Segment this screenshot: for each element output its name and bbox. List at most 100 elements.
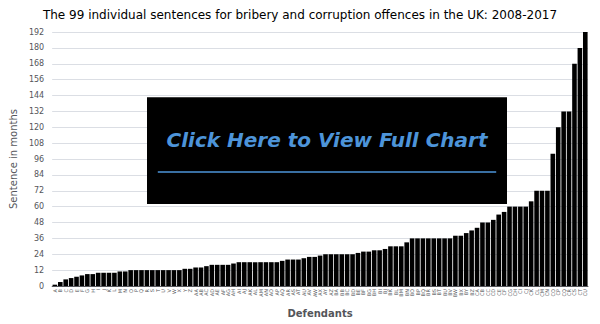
svg-text:BN: BN xyxy=(403,289,410,297)
svg-text:BA: BA xyxy=(333,289,340,296)
svg-text:60: 60 xyxy=(34,202,44,211)
svg-text:AG: AG xyxy=(225,289,232,297)
svg-text:CM: CM xyxy=(539,289,545,297)
svg-text:BS: BS xyxy=(430,289,437,296)
svg-text:AM: AM xyxy=(257,289,264,297)
svg-text:AE: AE xyxy=(214,289,221,296)
svg-text:BM: BM xyxy=(398,289,405,297)
svg-text:AU: AU xyxy=(300,289,307,297)
svg-text:CF: CF xyxy=(501,289,508,296)
svg-text:CO: CO xyxy=(549,289,556,297)
svg-text:AZ: AZ xyxy=(327,289,334,296)
svg-text:BZ: BZ xyxy=(468,289,475,296)
svg-text:BP: BP xyxy=(414,289,421,296)
svg-text:A: A xyxy=(51,289,58,293)
svg-text:AC: AC xyxy=(203,289,210,296)
svg-text:BT: BT xyxy=(436,289,443,296)
svg-text:AD: AD xyxy=(208,289,215,297)
svg-text:132: 132 xyxy=(29,107,44,116)
svg-text:AV: AV xyxy=(306,289,313,296)
svg-text:AH: AH xyxy=(230,289,237,297)
svg-text:AN: AN xyxy=(263,289,269,297)
svg-text:BC: BC xyxy=(344,289,351,296)
svg-text:AX: AX xyxy=(317,289,324,296)
svg-text:AB: AB xyxy=(198,289,204,296)
svg-text:CB: CB xyxy=(479,289,486,296)
svg-text:Defendants: Defendants xyxy=(288,308,353,319)
svg-text:AK: AK xyxy=(246,289,253,296)
svg-text:AA: AA xyxy=(192,289,199,296)
svg-text:D: D xyxy=(68,289,75,293)
svg-text:BU: BU xyxy=(441,289,448,297)
svg-text:BF: BF xyxy=(360,289,367,296)
svg-text:AT: AT xyxy=(295,289,302,296)
svg-text:BH: BH xyxy=(371,289,378,297)
svg-text:CD: CD xyxy=(490,289,497,297)
svg-text:BL: BL xyxy=(392,289,399,296)
svg-text:BB: BB xyxy=(338,289,345,296)
svg-text:CN: CN xyxy=(544,289,551,297)
svg-text:CI: CI xyxy=(517,289,524,294)
svg-text:BK: BK xyxy=(387,289,394,296)
svg-text:The 99 individual sentences fo: The 99 individual sentences for bribery … xyxy=(42,8,557,22)
svg-text:36: 36 xyxy=(34,234,44,243)
svg-text:BV: BV xyxy=(447,289,453,296)
svg-text:156: 156 xyxy=(29,75,44,84)
svg-text:CU: CU xyxy=(582,289,588,296)
svg-text:C: C xyxy=(62,289,69,293)
svg-text:CJ: CJ xyxy=(522,289,529,294)
svg-text:168: 168 xyxy=(29,59,44,68)
svg-text:CC: CC xyxy=(484,289,491,296)
svg-text:CL: CL xyxy=(533,289,540,296)
svg-text:0: 0 xyxy=(39,282,44,291)
svg-text:CP: CP xyxy=(555,289,562,296)
svg-text:AR: AR xyxy=(284,289,291,296)
svg-text:CE: CE xyxy=(495,289,502,296)
svg-text:CH: CH xyxy=(511,289,518,297)
svg-text:108: 108 xyxy=(29,139,44,148)
svg-text:AJ: AJ xyxy=(241,289,248,294)
svg-text:AW: AW xyxy=(311,289,318,298)
svg-text:AS: AS xyxy=(290,289,296,296)
svg-text:W: W xyxy=(170,289,177,294)
svg-text:48: 48 xyxy=(34,218,44,227)
svg-text:BE: BE xyxy=(355,289,361,296)
svg-text:Sentence in months: Sentence in months xyxy=(8,109,19,209)
svg-text:BW: BW xyxy=(452,289,459,298)
svg-text:B: B xyxy=(57,289,64,293)
svg-text:AI: AI xyxy=(235,289,242,294)
svg-text:CR: CR xyxy=(566,289,573,296)
svg-text:180: 180 xyxy=(29,43,44,52)
svg-text:120: 120 xyxy=(29,123,44,132)
svg-text:24: 24 xyxy=(34,250,44,259)
svg-text:BR: BR xyxy=(425,289,432,296)
svg-text:CG: CG xyxy=(506,289,513,297)
svg-text:96: 96 xyxy=(34,155,44,164)
svg-text:BX: BX xyxy=(457,289,464,296)
svg-text:AP: AP xyxy=(273,289,280,296)
svg-text:AQ: AQ xyxy=(279,289,286,297)
svg-text:12: 12 xyxy=(34,266,44,275)
svg-text:CK: CK xyxy=(528,289,535,296)
svg-text:CS: CS xyxy=(571,289,578,296)
svg-text:AL: AL xyxy=(252,289,259,296)
svg-text:AY: AY xyxy=(322,289,329,296)
svg-text:BI: BI xyxy=(376,289,383,294)
svg-text:Click Here to View Full Chart: Click Here to View Full Chart xyxy=(167,128,489,152)
svg-text:84: 84 xyxy=(34,170,44,179)
svg-text:BD: BD xyxy=(349,289,356,297)
svg-text:CA: CA xyxy=(474,289,480,296)
svg-text:BG: BG xyxy=(365,289,372,297)
svg-text:BQ: BQ xyxy=(419,289,426,297)
svg-text:M: M xyxy=(116,289,123,294)
svg-text:192: 192 xyxy=(29,28,44,37)
svg-text:BY: BY xyxy=(463,289,470,296)
svg-text:BJ: BJ xyxy=(382,289,388,294)
svg-text:CT: CT xyxy=(576,289,583,296)
svg-text:AF: AF xyxy=(219,289,226,296)
svg-text:AO: AO xyxy=(268,289,275,297)
svg-text:BO: BO xyxy=(409,289,416,297)
svg-text:144: 144 xyxy=(29,91,44,100)
svg-text:CQ: CQ xyxy=(560,289,567,297)
svg-text:72: 72 xyxy=(34,186,44,195)
